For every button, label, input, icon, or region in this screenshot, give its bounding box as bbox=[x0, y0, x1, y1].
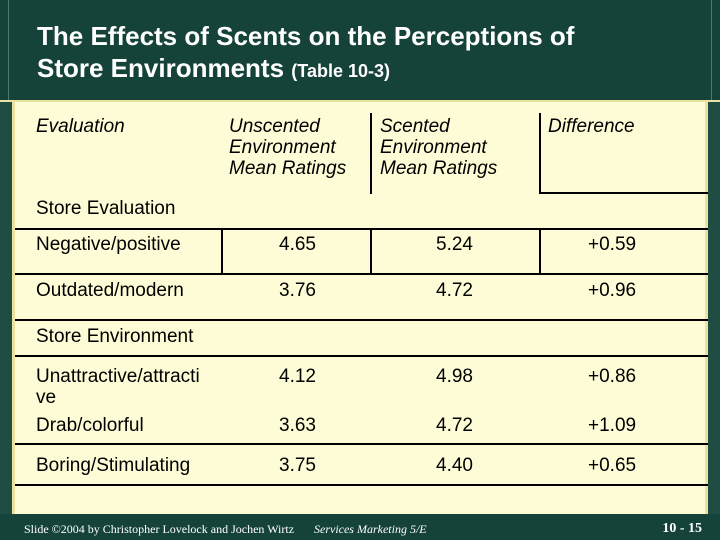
divider bbox=[539, 228, 541, 273]
unscented-value: 4.12 bbox=[279, 366, 316, 387]
header-frame bbox=[8, 0, 712, 100]
row-label: Boring/Stimulating bbox=[36, 455, 191, 476]
slide-title: The Effects of Scents on the Perceptions… bbox=[37, 20, 574, 87]
divider bbox=[540, 192, 708, 194]
header-unscented-2: Environment bbox=[229, 137, 336, 158]
page-number: 10 - 15 bbox=[662, 521, 702, 536]
divider bbox=[15, 228, 708, 230]
difference-value: +0.96 bbox=[588, 280, 637, 301]
title-subtitle: (Table 10-3) bbox=[291, 61, 390, 81]
slide-header: The Effects of Scents on the Perceptions… bbox=[0, 0, 720, 102]
row-label: Negative/positive bbox=[36, 234, 181, 255]
title-line-2: Store Environments (Table 10-3) bbox=[37, 52, 574, 87]
difference-value: +0.59 bbox=[588, 234, 637, 255]
divider bbox=[15, 484, 708, 486]
row-label-part-1: Unattractive/attracti bbox=[36, 366, 200, 387]
divider bbox=[15, 319, 708, 321]
divider bbox=[15, 355, 708, 357]
difference-value: +0.86 bbox=[588, 366, 637, 387]
divider bbox=[221, 228, 223, 273]
divider bbox=[370, 113, 372, 194]
header-scented: Scented Environment Mean Ratings bbox=[380, 116, 497, 179]
divider bbox=[539, 113, 541, 194]
footer-credit: Slide ©2004 by Christopher Lovelock and … bbox=[24, 522, 295, 536]
unscented-value: 3.63 bbox=[279, 415, 316, 436]
scented-value: 4.72 bbox=[436, 415, 473, 436]
divider bbox=[15, 273, 708, 275]
difference-value: +0.65 bbox=[588, 455, 637, 476]
unscented-value: 3.75 bbox=[279, 455, 316, 476]
row-label-part-2: ve bbox=[36, 387, 57, 408]
header-evaluation: Evaluation bbox=[36, 116, 125, 137]
section-store-evaluation: Store Evaluation bbox=[36, 198, 176, 219]
footer-course: Services Marketing 5/E bbox=[314, 522, 427, 536]
row-label: Unattractive/attracti ve bbox=[36, 366, 200, 408]
header-unscented-1: Unscented bbox=[229, 116, 320, 137]
header-unscented: Unscented Environment Mean Ratings bbox=[229, 116, 346, 179]
header-difference: Difference bbox=[548, 116, 635, 137]
difference-value: +1.09 bbox=[588, 415, 637, 436]
header-scented-1: Scented bbox=[380, 116, 450, 137]
title-main-2: Store Environments bbox=[37, 53, 285, 83]
slide-footer: Slide ©2004 by Christopher Lovelock and … bbox=[0, 514, 720, 540]
row-label: Outdated/modern bbox=[36, 280, 184, 301]
scented-value: 4.98 bbox=[436, 366, 473, 387]
scented-value: 5.24 bbox=[436, 234, 473, 255]
header-scented-2: Environment bbox=[380, 137, 487, 158]
unscented-value: 3.76 bbox=[279, 280, 316, 301]
header-scented-3: Mean Ratings bbox=[380, 158, 498, 179]
row-label: Drab/colorful bbox=[36, 415, 144, 436]
scented-value: 4.40 bbox=[436, 455, 473, 476]
table-panel bbox=[12, 102, 708, 514]
divider bbox=[15, 443, 708, 445]
unscented-value: 4.65 bbox=[279, 234, 316, 255]
scented-value: 4.72 bbox=[436, 280, 473, 301]
divider bbox=[370, 228, 372, 273]
section-store-environment: Store Environment bbox=[36, 326, 194, 347]
title-line-1: The Effects of Scents on the Perceptions… bbox=[37, 21, 575, 51]
header-unscented-3: Mean Ratings bbox=[229, 158, 347, 179]
